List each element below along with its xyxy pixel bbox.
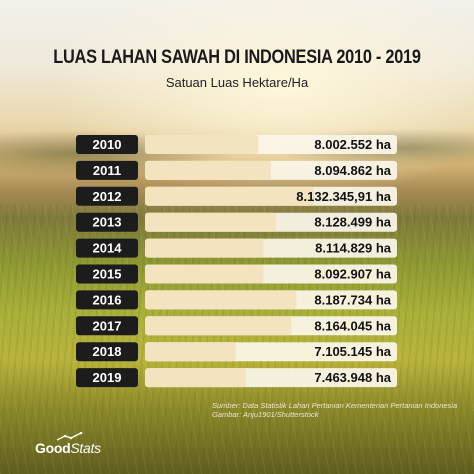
year-label: 2017 (93, 318, 122, 333)
year-box (76, 316, 138, 336)
value-label: 8.114.829 ha (315, 241, 392, 256)
year-label: 2013 (93, 215, 122, 230)
value-label: 8.094.862 ha (314, 163, 391, 178)
value-label: 8.164.045 ha (314, 318, 391, 333)
year-box (76, 186, 138, 206)
year-box (76, 160, 138, 180)
value-label: 7.105.145 ha (314, 344, 391, 359)
year-box (76, 290, 138, 310)
year-box (76, 238, 138, 258)
value-label: 8.128.499 ha (314, 215, 391, 230)
bar (145, 212, 277, 232)
logo-stats-text: Stats (70, 440, 101, 456)
value-label: 8.002.552 ha (314, 137, 391, 152)
year-label: 2011 (93, 163, 121, 178)
bar (145, 135, 259, 154)
bar (145, 290, 297, 310)
year-box (76, 135, 138, 154)
bar (145, 186, 314, 206)
trend-arrow-icon (56, 432, 83, 441)
year-box (76, 264, 138, 284)
bar (145, 160, 271, 180)
year-label: 2015 (93, 267, 122, 282)
page-title: LUAS LAHAN SAWAH DI INDONESIA 2010 - 201… (53, 47, 421, 68)
year-box (76, 368, 138, 388)
value-label: 8.187.734 ha (314, 292, 391, 307)
logo-good-text: Good (35, 440, 71, 456)
year-label: 2019 (93, 370, 122, 385)
year-box (76, 342, 138, 362)
source-line: Sumber: Data Statistik Lahan Pertanian K… (212, 401, 458, 410)
value-label: 7.463.948 ha (314, 370, 391, 385)
image-credit-line: Gambar: Anju1901/Shutterstock (212, 410, 319, 419)
source-note: Sumber: Data Statistik Lahan Pertanian K… (212, 401, 462, 419)
year-label: 2016 (93, 292, 122, 307)
bar (145, 368, 246, 388)
bar (145, 316, 292, 336)
bar (145, 342, 236, 362)
value-label: 8.092.907 ha (314, 267, 391, 282)
bar (145, 238, 264, 258)
bar (145, 264, 264, 284)
year-label: 2014 (93, 241, 123, 256)
page-subtitle: Satuan Luas Hektare/Ha (165, 75, 309, 90)
year-label: 2010 (93, 137, 122, 152)
year-label: 2018 (93, 344, 122, 359)
goodstats-logo: GoodStats (35, 440, 101, 456)
year-box (76, 212, 138, 232)
year-label: 2012 (93, 189, 122, 204)
value-label: 8.132.345,91 ha (296, 189, 391, 204)
